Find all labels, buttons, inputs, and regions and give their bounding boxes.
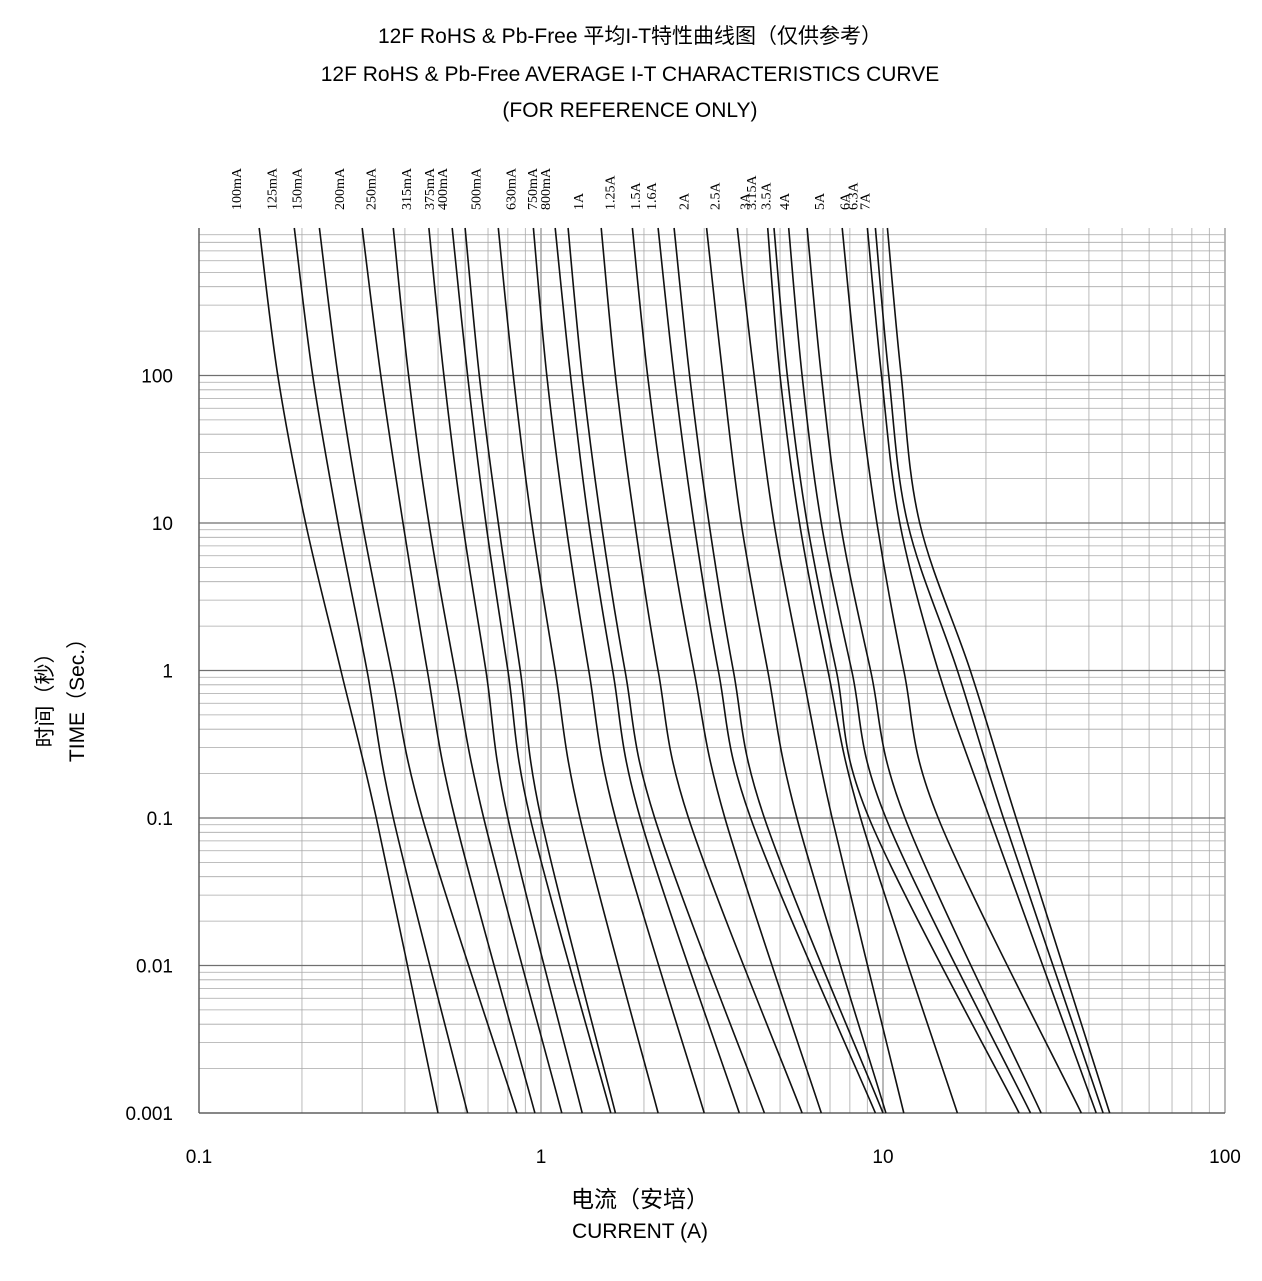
curve-1.6A [673,227,884,1114]
curve-375mA [451,227,612,1114]
curve-200mA [361,227,536,1114]
y-tick-label: 0.1 [147,809,173,830]
x-tick-label: 0.1 [186,1147,212,1168]
curve-125mA [293,227,469,1114]
curve-5A [841,227,1083,1114]
curve-label: 400mA [436,167,451,210]
curve-label: 1.25A [603,175,618,211]
curve-label: 3A [739,192,754,210]
curve-7A [886,227,1111,1114]
curve-label: 1A [572,192,587,210]
curve-label: 315mA [400,167,415,210]
x-axis-label-en: CURRENT (A) [571,1220,709,1243]
curve-label: 5A [813,192,828,210]
curve-500mA [497,227,659,1114]
curve-4A [806,227,1042,1114]
curve-315mA [428,227,583,1114]
curve-250mA [392,227,563,1114]
curve-label: 2.5A [708,182,723,211]
curve-150mA [318,227,518,1114]
x-tick-label: 10 [872,1147,893,1168]
curve-6.3A [874,227,1104,1114]
curve-2.5A [736,227,905,1114]
curve-label: 125mA [265,167,280,210]
curve-100mA [258,227,439,1114]
y-tick-label: 0.001 [125,1104,173,1125]
curve-label: 150mA [290,167,305,210]
curve-label: 4A [778,192,793,210]
curve-6A [866,227,1097,1114]
curve-label: 250mA [364,167,379,210]
chart-note: (FOR REFERENCE ONLY) [502,99,758,122]
x-axis-label-cn: 电流（安培） [571,1186,709,1212]
curve-label: 3.15A [745,175,760,211]
curve-630mA [532,227,705,1114]
curve-label: 375mA [423,167,438,210]
curve-3.15A [773,227,1020,1114]
x-tick-label: 1 [536,1147,547,1168]
grid [198,228,1226,1114]
curve-label: 1.5A [629,182,644,211]
curve-label: 800mA [539,167,554,210]
curve-1A [600,227,803,1114]
curve-1.25A [631,227,823,1114]
curve-400mA [464,227,617,1114]
y-tick-label: 100 [141,367,173,388]
curve-label: 750mA [526,167,541,210]
curve-label: 3.5A [760,182,775,211]
y-tick-label: 0.01 [136,957,173,978]
curve-label: 6A [838,192,853,210]
curve-label: 1.6A [645,182,660,211]
axis-ticks: 0.1 1 10 100 0.001 0.01 0.1 1 10 100 [125,367,1240,1169]
curves [258,227,1111,1114]
curve-750mA [554,227,741,1114]
curve-1.5A [657,227,877,1114]
curve-label: 7A [858,192,873,210]
curve-label: 500mA [469,167,484,210]
curve-label: 6.3A [846,182,861,211]
curve-label: 100mA [230,167,245,210]
curve-2A [705,227,887,1114]
y-tick-label: 1 [162,662,173,683]
curve-3.5A [787,227,1032,1114]
chart-subtitle: 12F RoHS & Pb-Free AVERAGE I-T CHARACTER… [320,63,940,86]
chart-title: 12F RoHS & Pb-Free 平均I-T特性曲线图（仅供参考） [377,25,883,48]
curve-label: 630mA [504,167,519,210]
curve-label: 2A [678,192,693,210]
curve-800mA [567,227,766,1114]
curve-label: 200mA [333,167,348,210]
y-tick-label: 10 [152,514,173,535]
curve-labels: 100mA 125mA 150mA 200mA 250mA 315mA 375mA400mA… [230,167,873,210]
x-tick-label: 100 [1209,1147,1241,1168]
curve-3A [766,227,959,1114]
